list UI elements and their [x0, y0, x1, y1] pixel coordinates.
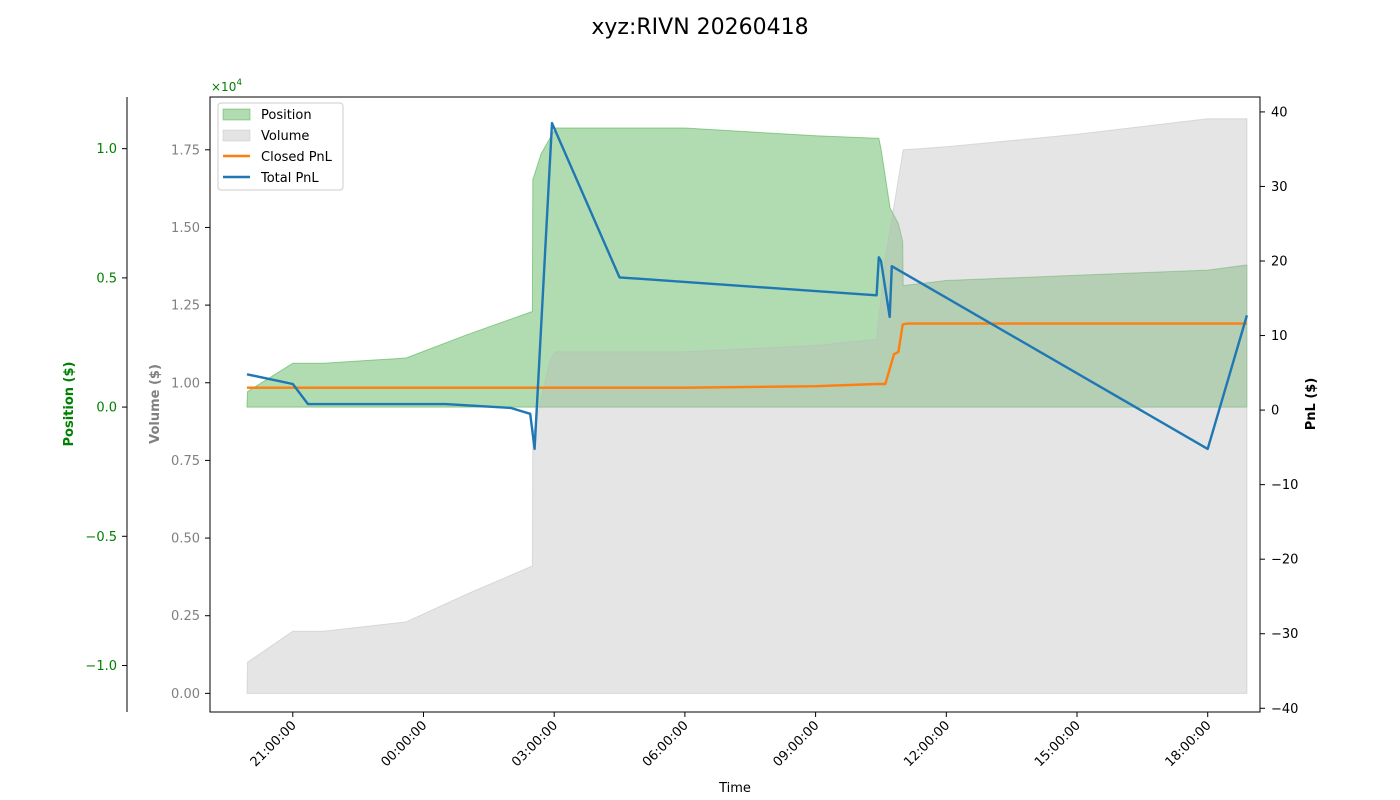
- position-area-layer: [246, 127, 1248, 408]
- pnl-tick-label: 30: [1271, 180, 1288, 195]
- x-tick-label: 21:00:00: [248, 718, 300, 770]
- x-tick-label: 00:00:00: [378, 718, 430, 770]
- total-pnl-line: [246, 121, 1249, 451]
- pnl-axis: −40 −30 −20 −10 0 10 20 30 40: [1260, 105, 1298, 717]
- pnl-tick-label: −20: [1271, 553, 1298, 568]
- x-tick-label: 15:00:00: [1032, 718, 1084, 770]
- volume-tick-label: 0.25: [171, 609, 200, 624]
- position-tick-label: 1.0: [96, 142, 117, 157]
- volume-tick-label: 1.25: [171, 299, 200, 314]
- x-tick-label: 09:00:00: [771, 718, 823, 770]
- position-axis: −1.0 −0.5 0.0 0.5 1.0: [85, 142, 127, 674]
- pnl-tick-label: 40: [1271, 105, 1288, 120]
- position-axis-label: Position ($): [62, 362, 77, 447]
- closed-pnl-line: [247, 322, 1247, 389]
- legend-swatch-volume: [222, 129, 251, 142]
- volume-tick-label: 0.50: [171, 532, 200, 547]
- multiplier-exponent: 4: [236, 78, 242, 88]
- x-axis-label: Time: [718, 781, 751, 796]
- pnl-tick-label: 20: [1271, 255, 1288, 270]
- volume-area-layer: [246, 118, 1248, 694]
- multiplier-base: ×10: [211, 80, 236, 94]
- legend: Position Volume Closed PnL Total PnL: [217, 102, 344, 191]
- pnl-lines-layer: [246, 121, 1249, 451]
- legend-label-closed-pnl: Closed PnL: [261, 150, 333, 165]
- position-tick-label: −1.0: [85, 659, 117, 674]
- position-tick-label: −0.5: [85, 530, 117, 545]
- pnl-tick-label: −30: [1271, 627, 1298, 642]
- pnl-tick-label: 10: [1271, 329, 1288, 344]
- legend-label-position: Position: [261, 108, 312, 123]
- volume-tick-label: 1.00: [171, 376, 200, 391]
- position-area: [246, 127, 1248, 408]
- volume-tick-label: 0.00: [171, 687, 200, 702]
- x-tick-label: 12:00:00: [901, 718, 953, 770]
- chart-title: xyz:RIVN 20260418: [591, 15, 808, 40]
- position-tick-label: 0.5: [96, 271, 117, 286]
- pnl-tick-label: 0: [1271, 404, 1279, 419]
- x-axis: 21:00:00 00:00:00 03:00:00 06:00:00 09:00:00…: [248, 712, 1215, 770]
- volume-tick-label: 1.50: [171, 221, 200, 236]
- volume-axis-label: Volume ($): [148, 364, 163, 444]
- x-tick-label: 18:00:00: [1163, 718, 1215, 770]
- volume-tick-label: 0.75: [171, 454, 200, 469]
- position-tick-label: 0.0: [96, 401, 117, 416]
- volume-area: [246, 118, 1248, 694]
- legend-label-volume: Volume: [261, 129, 309, 144]
- pnl-axis-label: PnL ($): [1304, 378, 1319, 431]
- x-tick-label: 06:00:00: [640, 718, 692, 770]
- volume-tick-label: 1.75: [171, 143, 200, 158]
- pnl-tick-label: −10: [1271, 478, 1298, 493]
- plot-frame: [209, 96, 1261, 713]
- x-tick-label: 03:00:00: [509, 718, 561, 770]
- volume-axis: 0.00 0.25 0.50 0.75 1.00 1.25 1.50 1.75: [171, 143, 210, 702]
- volume-multiplier-label: ×104: [211, 78, 242, 94]
- legend-swatch-position: [222, 108, 251, 121]
- pnl-tick-label: −40: [1271, 702, 1298, 717]
- legend-box: [217, 102, 344, 191]
- legend-label-total-pnl: Total PnL: [260, 171, 319, 186]
